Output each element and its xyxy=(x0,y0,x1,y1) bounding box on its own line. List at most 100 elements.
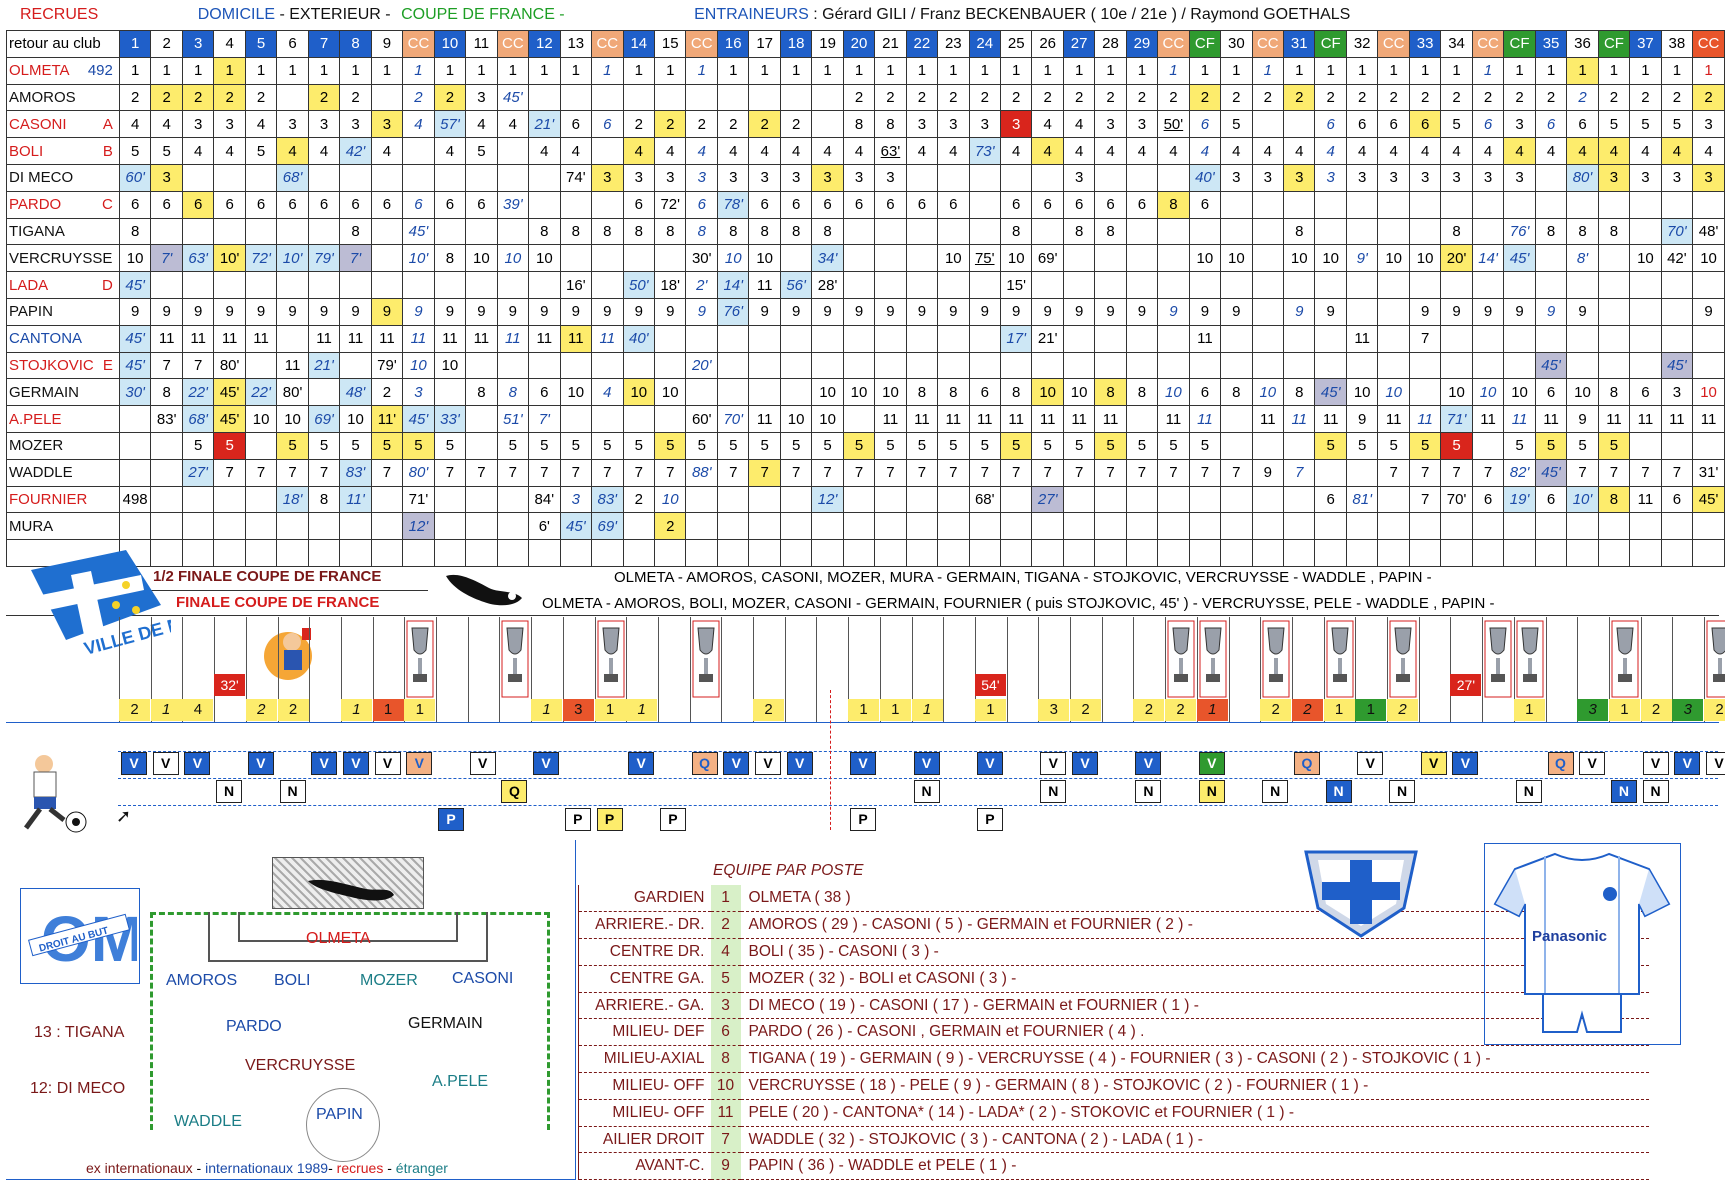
score-cell: 2 xyxy=(119,699,150,721)
lineup-cell: 6 xyxy=(748,190,781,219)
lineup-cell: 2 xyxy=(1314,83,1347,112)
match-header: 13 xyxy=(559,30,593,58)
lineup-cell xyxy=(1597,512,1631,541)
lineup-cell: 5 xyxy=(339,431,372,460)
lineup-cell xyxy=(1283,271,1316,299)
lineup-cell: 10 xyxy=(1031,378,1064,407)
result-p: P xyxy=(659,808,686,831)
result-v: V xyxy=(342,752,369,775)
lineup-cell xyxy=(1345,190,1379,219)
lineup-cell xyxy=(1125,324,1159,353)
lineup-cell: 1 xyxy=(1408,56,1442,85)
lineup-cell: 83' xyxy=(591,485,624,514)
lineup-cell xyxy=(528,271,561,299)
lineup-cell: 69' xyxy=(1031,244,1064,273)
lineup-cell: 16' xyxy=(559,271,593,299)
lineup-cell xyxy=(465,351,498,380)
lineup-cell xyxy=(999,163,1033,192)
poste-pos: CENTRE GA. xyxy=(578,965,711,993)
blank-cell xyxy=(339,539,372,567)
lineup-cell: 4 xyxy=(748,137,781,165)
lineup-cell: 6 xyxy=(1125,190,1159,219)
match-header: 25 xyxy=(999,30,1033,58)
lineup-cell xyxy=(1345,351,1379,380)
lineup-cell: 7 xyxy=(1062,458,1096,487)
lineup-cell xyxy=(1157,271,1190,299)
lineup-cell xyxy=(591,351,624,380)
lineup-cell xyxy=(1251,485,1285,514)
lineup-cell: 5 xyxy=(433,431,467,460)
match-header: CC xyxy=(591,30,624,58)
player-row: LADA D 45' 16' 50' 18' 2' 14' 11 56' 28' 15' xyxy=(6,271,1725,299)
lineup-cell: 5 xyxy=(1157,431,1190,460)
blank-cell xyxy=(874,539,907,567)
lineup-cell: 10 xyxy=(811,378,844,407)
lineup-cell: 4 xyxy=(1220,137,1253,165)
lineup-cell: 10 xyxy=(1377,378,1410,407)
lineup-cell: 10 xyxy=(402,351,435,380)
lineup-cell xyxy=(1597,351,1631,380)
lineup-cell xyxy=(1220,405,1253,433)
result-v: V xyxy=(1706,752,1725,775)
lineup-cell: 8 xyxy=(1125,378,1159,407)
lineup-cell: 11 xyxy=(748,405,781,433)
cup-column-line xyxy=(1418,617,1420,722)
lineup-cell: 10 xyxy=(496,244,530,273)
trophy-icon xyxy=(1326,620,1354,703)
player-row: CANTONA 45' 11 11 11 11 11 11 11 11 11 11 11 11 11 11 40… xyxy=(6,324,1725,353)
lineup-cell: 5 xyxy=(1534,431,1568,460)
blank-cell xyxy=(842,539,876,567)
lineup-cell: 7 xyxy=(937,458,970,487)
lineup-cell xyxy=(748,378,781,407)
trophy-icon xyxy=(406,620,434,703)
lineup-cell: 4 xyxy=(244,110,278,139)
player-name-text: TIGANA xyxy=(9,222,65,240)
cup-column-line xyxy=(1196,617,1198,722)
result-v: V xyxy=(1357,752,1384,775)
lineup-cell: 2 xyxy=(1566,83,1599,112)
lineup-cell: 75' xyxy=(968,244,1001,273)
lineup-cell: 80' xyxy=(402,458,435,487)
trophy-icon xyxy=(692,620,720,703)
lineup-cell: 6 xyxy=(937,190,970,219)
lineup-cell xyxy=(1471,217,1505,246)
lineup-cell: 48' xyxy=(339,378,372,407)
cup-column-line xyxy=(816,617,818,722)
lineup-cell: 34' xyxy=(811,244,844,273)
lineup-cell: 8 xyxy=(1283,378,1316,407)
score-cell: 1 xyxy=(911,699,943,721)
match-header: 6 xyxy=(276,30,309,58)
blank-cell xyxy=(150,539,183,567)
lineup-cell: 6 xyxy=(622,190,656,219)
lineup-cell: 7 xyxy=(1157,458,1190,487)
lineup-cell: 11 xyxy=(1188,405,1222,433)
lineup-cell: 10 xyxy=(654,485,687,514)
legend-coaches: : Gérard GILI / Franz BECKENBAUER ( 10e … xyxy=(813,6,1351,23)
lineup-cell: 48' xyxy=(1692,217,1725,246)
score-cell: 1 xyxy=(848,699,880,721)
lineup-cell: 5 xyxy=(307,431,341,460)
lineup-cell: 10 xyxy=(1566,378,1599,407)
lineup-cell: 9 xyxy=(339,297,372,326)
lineup-cell: 11 xyxy=(748,271,781,299)
lineup-cell xyxy=(1597,324,1631,353)
player-name-extra: D xyxy=(102,276,113,294)
score-cell: 1 xyxy=(626,699,658,721)
cup-column-line xyxy=(911,617,913,722)
lineup-cell xyxy=(1377,512,1410,541)
lineup-cell xyxy=(1629,512,1662,541)
lineup-cell xyxy=(1188,351,1222,380)
lineup-cell: 1 xyxy=(433,56,467,85)
lineup-cell: 73' xyxy=(968,137,1001,165)
lineup-cell xyxy=(1629,217,1662,246)
cup-column-line xyxy=(1482,617,1484,722)
lineup-cell: 1 xyxy=(276,56,309,85)
lineup-cell xyxy=(1251,217,1285,246)
trophy-icon xyxy=(1262,620,1290,703)
legend-bar: RECRUES DOMICILE - EXTERIEUR - COUPE DE … xyxy=(20,6,1720,24)
cup-column-line xyxy=(943,617,945,722)
lineup-cell xyxy=(276,271,309,299)
lineup-cell xyxy=(1660,324,1694,353)
lineup-cell xyxy=(874,351,907,380)
lineup-cell xyxy=(433,163,467,192)
